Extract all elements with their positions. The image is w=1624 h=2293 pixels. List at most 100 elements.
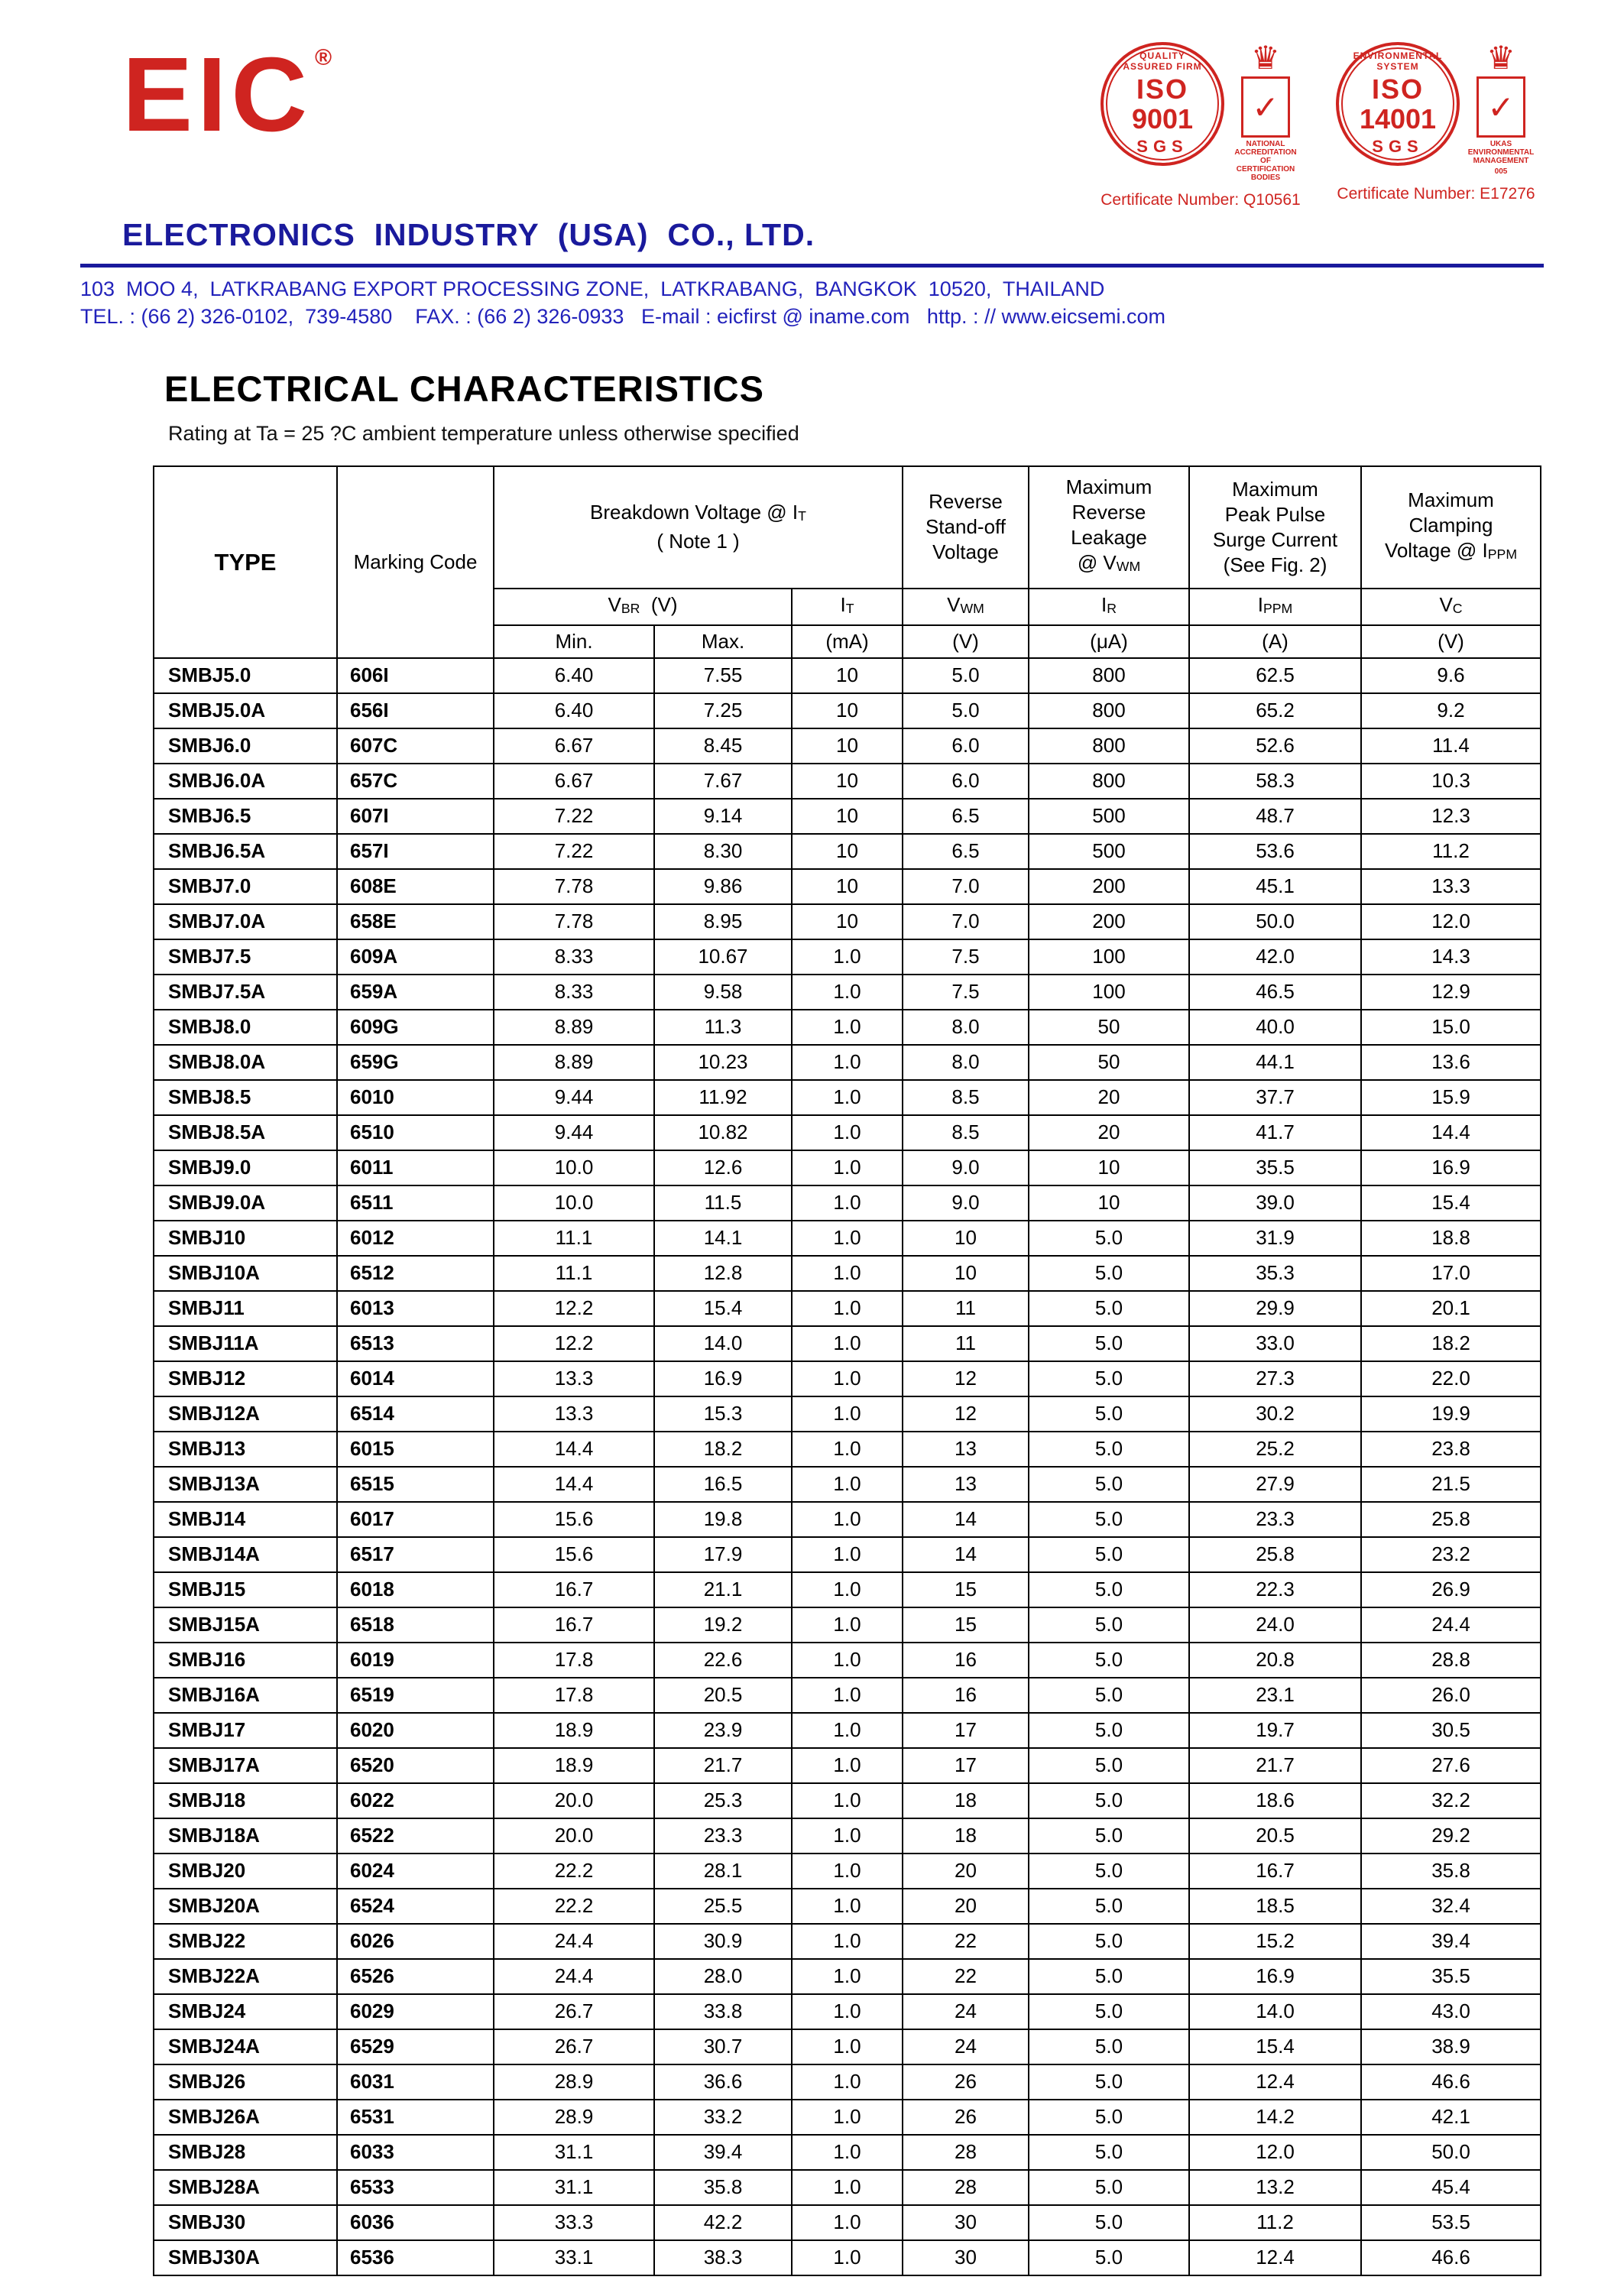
marking-code-cell: 658E (336, 903, 494, 940)
it-cell: 1.0 (791, 1852, 903, 1889)
vwm-cell: 6.0 (902, 762, 1029, 799)
ir-cell: 5.0 (1028, 1747, 1190, 1784)
vbr-max-cell: 10.67 (653, 938, 793, 975)
ir-cell: 5.0 (1028, 1254, 1190, 1292)
marking-code-cell: 6514 (336, 1395, 494, 1432)
ir-cell: 5.0 (1028, 2063, 1190, 2100)
marking-code-cell: 656I (336, 692, 494, 729)
vbr-min-cell: 18.9 (493, 1747, 655, 1784)
check-shield-icon: ✓ (1241, 76, 1290, 138)
ir-cell: 5.0 (1028, 1395, 1190, 1432)
marking-code-cell: 6018 (336, 1571, 494, 1608)
vc-cell: 13.6 (1360, 1043, 1541, 1081)
vc-cell: 12.3 (1360, 797, 1541, 835)
ippm-cell: 40.0 (1188, 1008, 1362, 1046)
ippm-cell: 50.0 (1188, 903, 1362, 940)
type-cell: SMBJ8.5 (153, 1078, 338, 1116)
vwm-cell: 10 (902, 1254, 1029, 1292)
vbr-min-cell: 31.1 (493, 2133, 655, 2171)
ir-cell: 5.0 (1028, 1606, 1190, 1643)
col-header-reverse-leakage: Maximum Reverse Leakage @ VWM (1028, 465, 1190, 589)
ir-cell: 200 (1028, 868, 1190, 905)
vwm-cell: 12 (902, 1395, 1029, 1432)
vbr-min-cell: 7.22 (493, 797, 655, 835)
marking-code-cell: 607I (336, 797, 494, 835)
ippm-cell: 21.7 (1188, 1747, 1362, 1784)
vc-cell: 22.0 (1360, 1360, 1541, 1397)
type-cell: SMBJ8.0A (153, 1043, 338, 1081)
type-cell: SMBJ18 (153, 1782, 338, 1819)
marking-code-cell: 6515 (336, 1465, 494, 1503)
ippm-cell: 45.1 (1188, 868, 1362, 905)
vbr-max-cell: 7.67 (653, 762, 793, 799)
marking-code-cell: 608E (336, 868, 494, 905)
iso-9001-seal-icon: QUALITY ASSURED FIRM ISO 9001 SGS (1100, 42, 1224, 166)
vc-cell: 32.4 (1360, 1887, 1541, 1925)
vc-cell: 29.2 (1360, 1817, 1541, 1854)
vbr-max-cell: 11.3 (653, 1008, 793, 1046)
vc-cell: 23.8 (1360, 1430, 1541, 1468)
ir-cell: 5.0 (1028, 2239, 1190, 2276)
vbr-min-cell: 8.89 (493, 1008, 655, 1046)
table-row: SMBJ13A 6515 14.4 16.5 1.0 13 5.0 27.9 2… (153, 1465, 1541, 1503)
vwm-cell: 8.5 (902, 1078, 1029, 1116)
marking-code-cell: 6026 (336, 1922, 494, 1960)
vbr-max-cell: 42.2 (653, 2204, 793, 2241)
it-cell: 1.0 (791, 2204, 903, 2241)
table-row: SMBJ5.0 606I 6.40 7.55 10 5.0 800 62.5 9… (153, 657, 1541, 694)
vc-cell: 42.1 (1360, 2098, 1541, 2136)
marking-code-cell: 6029 (336, 1993, 494, 2030)
type-cell: SMBJ17A (153, 1747, 338, 1784)
vc-cell: 14.4 (1360, 1114, 1541, 1151)
vc-cell: 28.8 (1360, 1641, 1541, 1678)
vbr-max-cell: 28.1 (653, 1852, 793, 1889)
type-cell: SMBJ28A (153, 2168, 338, 2206)
crown-icon: ♛ (1251, 40, 1280, 76)
iso-14001-seal-icon: ENVIRONMENTAL SYSTEM ISO 14001 SGS (1336, 42, 1460, 166)
vbr-min-cell: 13.3 (493, 1395, 655, 1432)
type-cell: SMBJ12A (153, 1395, 338, 1432)
vbr-min-cell: 12.2 (493, 1289, 655, 1327)
type-cell: SMBJ8.5A (153, 1114, 338, 1151)
vbr-max-cell: 25.3 (653, 1782, 793, 1819)
type-cell: SMBJ9.0 (153, 1149, 338, 1186)
vbr-min-cell: 33.1 (493, 2239, 655, 2276)
type-cell: SMBJ17 (153, 1711, 338, 1749)
vbr-min-cell: 11.1 (493, 1219, 655, 1257)
it-cell: 1.0 (791, 1219, 903, 1257)
marking-code-cell: 6036 (336, 2204, 494, 2241)
accreditation-label: NATIONAL ACCREDITATION OF CERTIFICATION … (1234, 140, 1297, 182)
vbr-max-cell: 22.6 (653, 1641, 793, 1678)
marking-code-cell: 657C (336, 762, 494, 799)
vwm-cell: 22 (902, 1922, 1029, 1960)
it-cell: 1.0 (791, 2098, 903, 2136)
vc-cell: 30.5 (1360, 1711, 1541, 1749)
vbr-max-cell: 39.4 (653, 2133, 793, 2171)
header-divider (80, 264, 1544, 268)
vc-cell: 50.0 (1360, 2133, 1541, 2171)
marking-code-cell: 6033 (336, 2133, 494, 2171)
col-header-breakdown-voltage: Breakdown Voltage @ IT ( Note 1 ) (493, 465, 903, 589)
ir-cell: 100 (1028, 938, 1190, 975)
ir-cell: 5.0 (1028, 1465, 1190, 1503)
sym-it: IT (791, 587, 903, 626)
it-cell: 10 (791, 692, 903, 729)
it-cell: 10 (791, 762, 903, 799)
ippm-cell: 27.9 (1188, 1465, 1362, 1503)
it-cell: 1.0 (791, 1993, 903, 2030)
marking-code-cell: 6010 (336, 1078, 494, 1116)
vwm-cell: 18 (902, 1817, 1029, 1854)
it-cell: 10 (791, 727, 903, 764)
ippm-cell: 33.0 (1188, 1325, 1362, 1362)
vbr-max-cell: 17.9 (653, 1536, 793, 1573)
ir-cell: 5.0 (1028, 2204, 1190, 2241)
vwm-cell: 12 (902, 1360, 1029, 1397)
vbr-min-cell: 6.40 (493, 657, 655, 694)
vc-cell: 9.2 (1360, 692, 1541, 729)
it-cell: 1.0 (791, 973, 903, 1010)
it-cell: 1.0 (791, 1747, 903, 1784)
vc-cell: 53.5 (1360, 2204, 1541, 2241)
marking-code-cell: 6031 (336, 2063, 494, 2100)
ukas-emblem: ♛ ✓ UKAS ENVIRONMENTAL MANAGEMENT 005 (1466, 42, 1536, 177)
table-row: SMBJ26A 6531 28.9 33.2 1.0 26 5.0 14.2 4… (153, 2098, 1541, 2136)
